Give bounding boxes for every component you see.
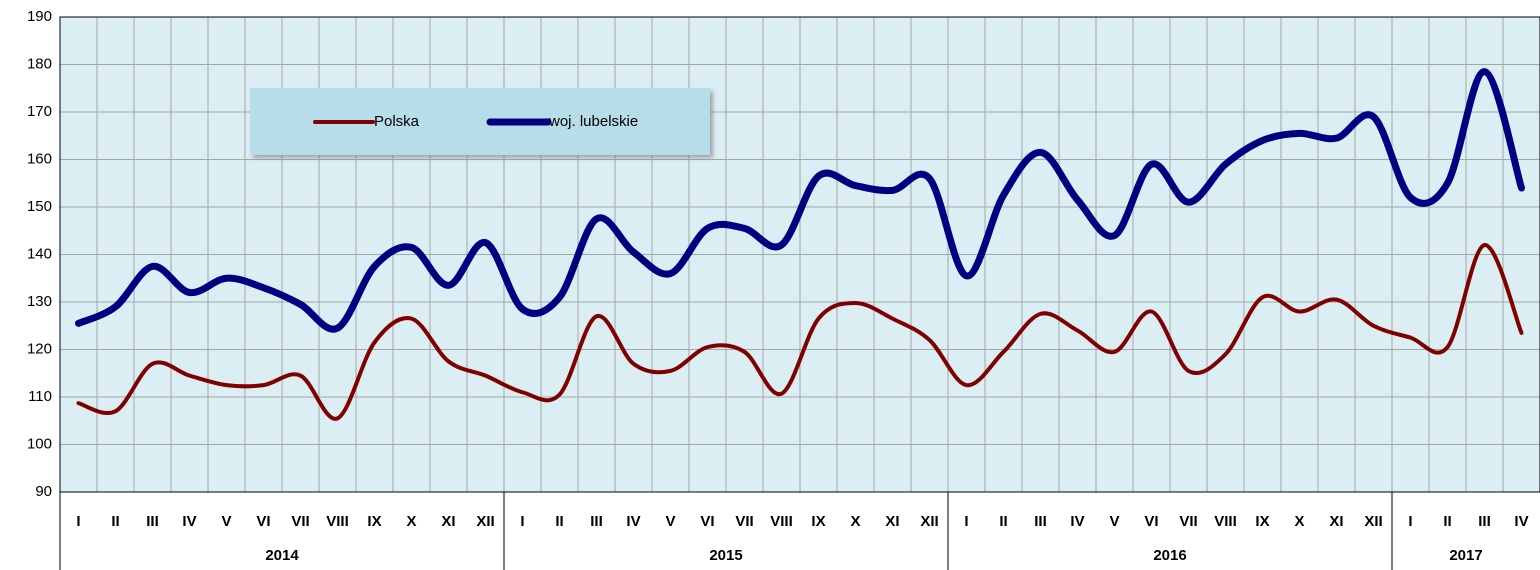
y-tick-label: 190 <box>27 8 52 25</box>
y-tick-label: 150 <box>27 198 52 215</box>
y-tick-label: 130 <box>27 293 52 310</box>
x-tick-label: IX <box>811 513 825 530</box>
x-tick-label: I <box>520 513 524 530</box>
series-line <box>75 68 1525 333</box>
x-tick-label: I <box>964 513 968 530</box>
x-tick-label: IV <box>1514 513 1528 530</box>
y-tick-label: 90 <box>35 483 52 500</box>
y-tick-label: 170 <box>27 103 52 120</box>
x-tick-label: II <box>1443 513 1451 530</box>
x-tick-label: II <box>555 513 563 530</box>
x-tick-label: II <box>111 513 119 530</box>
x-tick-label: IV <box>182 513 196 530</box>
x-tick-label: X <box>850 513 860 530</box>
y-tick-label: 140 <box>27 245 52 262</box>
x-tick-label: X <box>1294 513 1304 530</box>
x-tick-label: IV <box>1070 513 1084 530</box>
x-tick-label: VIII <box>770 513 793 530</box>
x-tick-label: VII <box>291 513 309 530</box>
legend-label: Polska <box>374 113 420 130</box>
x-tick-label: VII <box>1179 513 1197 530</box>
x-tick-label: VI <box>1144 513 1158 530</box>
plot-border <box>59 16 1540 493</box>
x-tick-label: X <box>406 513 416 530</box>
legend-label: woj. lubelskie <box>548 113 638 130</box>
x-tick-label: I <box>1408 513 1412 530</box>
x-tick-label: III <box>1034 513 1047 530</box>
group-label: 2017 <box>1449 547 1482 564</box>
y-tick-label: 160 <box>27 150 52 167</box>
x-tick-label: III <box>1478 513 1491 530</box>
x-tick-label: XII <box>1364 513 1382 530</box>
x-tick-label: XI <box>441 513 455 530</box>
group-label: 2016 <box>1153 547 1186 564</box>
x-tick-label: IV <box>626 513 640 530</box>
x-tick-label: I <box>76 513 80 530</box>
series-line <box>76 243 1524 421</box>
x-tick-label: II <box>999 513 1007 530</box>
legend: Polska woj. lubelskie <box>250 88 710 155</box>
x-tick-label: XI <box>1329 513 1343 530</box>
group-label: 2015 <box>709 547 742 564</box>
x-tick-label: XII <box>476 513 494 530</box>
y-tick-label: 180 <box>27 55 52 72</box>
y-tick-label: 100 <box>27 435 52 452</box>
x-tick-label: III <box>146 513 159 530</box>
x-tick-label: VII <box>735 513 753 530</box>
x-tick-label: XII <box>920 513 938 530</box>
x-tick-label: VIII <box>1214 513 1237 530</box>
x-tick-label: XI <box>885 513 899 530</box>
x-tick-label: IX <box>1255 513 1269 530</box>
x-tick-label: V <box>1109 513 1119 530</box>
group-label: 2014 <box>265 547 299 564</box>
x-tick-label: VIII <box>326 513 349 530</box>
y-tick-label: 110 <box>28 388 52 405</box>
x-tick-label: VI <box>700 513 714 530</box>
x-tick-label: IX <box>367 513 381 530</box>
y-tick-label: 120 <box>27 340 52 357</box>
x-tick-label: III <box>590 513 603 530</box>
x-tick-label: V <box>221 513 231 530</box>
x-tick-label: VI <box>256 513 270 530</box>
x-tick-label: V <box>665 513 675 530</box>
